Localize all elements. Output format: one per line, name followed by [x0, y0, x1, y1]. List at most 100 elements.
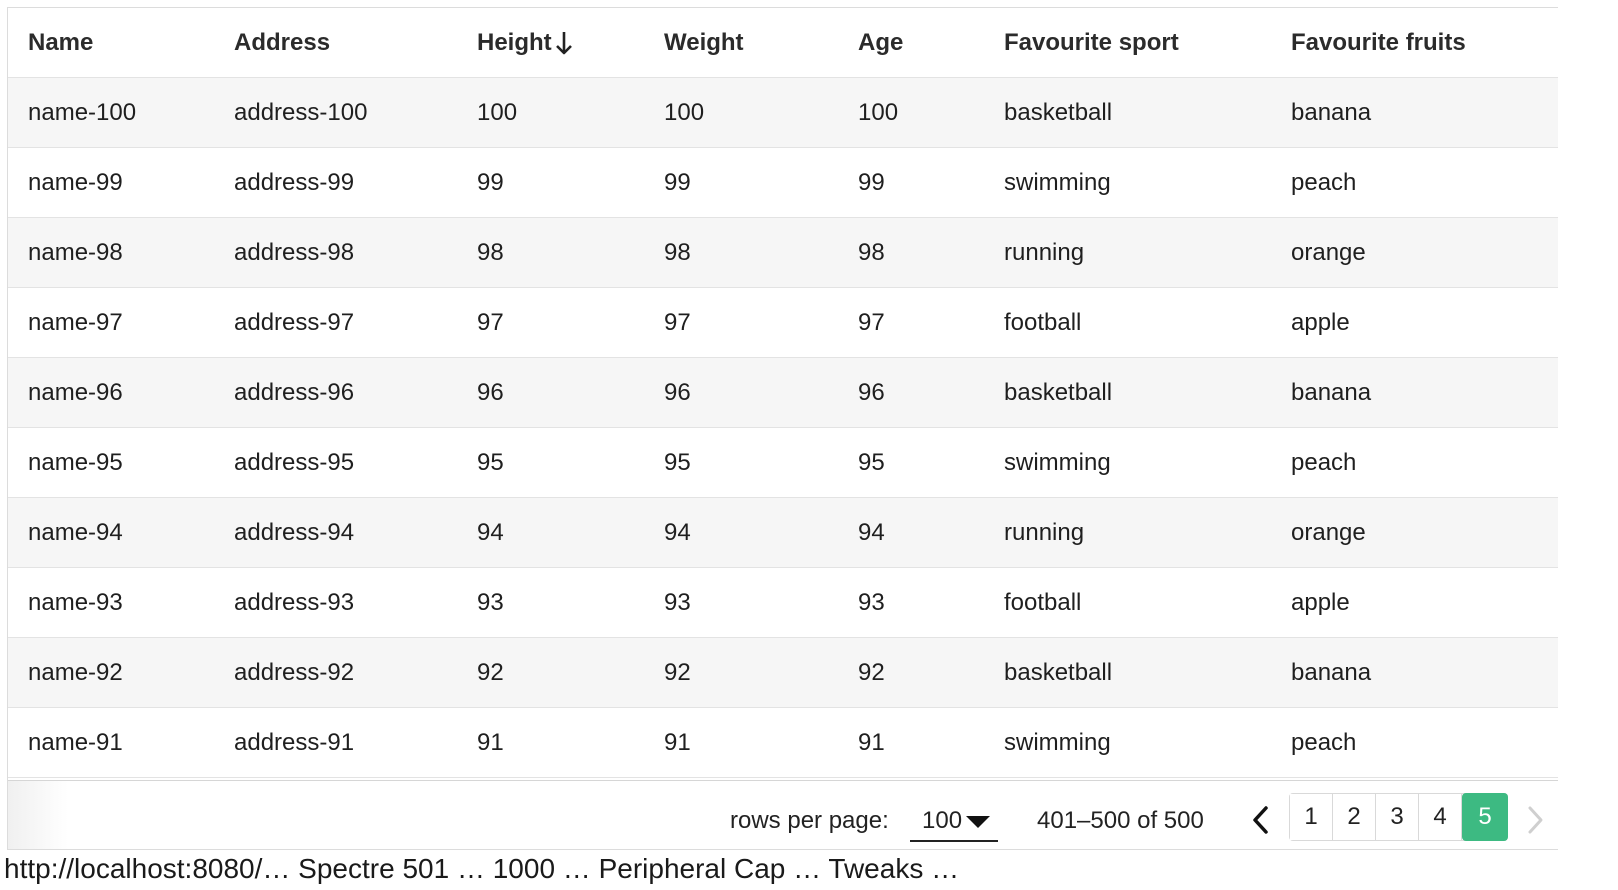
cell-name: name-92 [8, 637, 214, 708]
status-url-text: http://localhost:8080/… Spectre 501 … 10… [4, 853, 960, 884]
table-scroll-region[interactable]: Name Address Height Weight Age Favourite spor… [8, 8, 1558, 780]
table-row[interactable]: name-97 address-97 97 97 97 football apple [8, 287, 1558, 358]
cell-address: address-98 [214, 217, 457, 288]
cell-age: 96 [838, 357, 984, 428]
cell-height: 100 [457, 77, 644, 148]
cell-favourite-sport: swimming [984, 427, 1271, 498]
table-row[interactable]: name-100 address-100 100 100 100 basketball ba… [8, 77, 1558, 148]
cell-name: name-100 [8, 77, 214, 148]
cell-age: 92 [838, 637, 984, 708]
cell-favourite-sport: basketball [984, 357, 1271, 428]
cell-age: 100 [838, 77, 984, 148]
next-page-button[interactable] [1520, 798, 1550, 842]
cell-name: name-95 [8, 427, 214, 498]
sort-descending-icon [555, 32, 572, 55]
column-header-address[interactable]: Address [214, 8, 457, 78]
column-header-weight[interactable]: Weight [644, 8, 838, 78]
cell-favourite-fruits: banana [1271, 637, 1558, 708]
cell-name: name-94 [8, 497, 214, 568]
cell-address: address-100 [214, 77, 457, 148]
table-row[interactable]: name-91 address-91 91 91 91 swimming peach [8, 707, 1558, 778]
cell-height: 91 [457, 707, 644, 778]
cell-favourite-fruits: banana [1271, 77, 1558, 148]
cell-address: address-94 [214, 497, 457, 568]
cell-weight: 98 [644, 217, 838, 288]
cell-age: 95 [838, 427, 984, 498]
cell-name: name-93 [8, 567, 214, 638]
cell-address: address-95 [214, 427, 457, 498]
cell-address: address-96 [214, 357, 457, 428]
header-row: Name Address Height Weight Age Favourite spor… [8, 8, 1558, 78]
cell-weight: 96 [644, 357, 838, 428]
table-row[interactable]: name-95 address-95 95 95 95 swimming peach [8, 427, 1558, 498]
column-header-age[interactable]: Age [838, 8, 984, 78]
cell-favourite-fruits: peach [1271, 147, 1558, 218]
column-header-favourite-fruits[interactable]: Favourite fruits [1271, 8, 1558, 78]
cell-favourite-fruits: peach [1271, 427, 1558, 498]
table-row[interactable]: name-99 address-99 99 99 99 swimming peach [8, 147, 1558, 218]
cell-favourite-sport: football [984, 287, 1271, 358]
table-body: name-100 address-100 100 100 100 basketball ba… [8, 77, 1558, 778]
page-button-4[interactable]: 4 [1419, 794, 1462, 840]
column-header-height[interactable]: Height [457, 8, 644, 78]
cell-weight: 94 [644, 497, 838, 568]
page-button-1[interactable]: 1 [1290, 794, 1333, 840]
cell-favourite-fruits: orange [1271, 497, 1558, 568]
data-table: Name Address Height Weight Age Favourite spor… [8, 8, 1558, 778]
rows-per-page-select[interactable]: 100 [910, 798, 998, 842]
cell-height: 98 [457, 217, 644, 288]
cell-weight: 92 [644, 637, 838, 708]
cell-weight: 95 [644, 427, 838, 498]
cell-name: name-99 [8, 147, 214, 218]
cell-favourite-fruits: banana [1271, 357, 1558, 428]
rows-per-page-label: rows per page: [730, 807, 889, 834]
table-row[interactable]: name-93 address-93 93 93 93 football apple [8, 567, 1558, 638]
cell-favourite-sport: running [984, 217, 1271, 288]
cell-age: 91 [838, 707, 984, 778]
previous-page-button[interactable] [1246, 798, 1276, 842]
cell-age: 98 [838, 217, 984, 288]
cell-weight: 100 [644, 77, 838, 148]
cell-height: 92 [457, 637, 644, 708]
cell-height: 96 [457, 357, 644, 428]
table-row[interactable]: name-92 address-92 92 92 92 basketball banana [8, 637, 1558, 708]
cell-name: name-98 [8, 217, 214, 288]
range-text: 401–500 of 500 [1037, 807, 1204, 834]
column-header-label: Age [858, 28, 904, 56]
cell-name: name-96 [8, 357, 214, 428]
cell-favourite-sport: basketball [984, 637, 1271, 708]
chevron-left-icon [1253, 806, 1268, 834]
cell-height: 97 [457, 287, 644, 358]
cell-weight: 99 [644, 147, 838, 218]
cell-age: 99 [838, 147, 984, 218]
cell-favourite-sport: swimming [984, 707, 1271, 778]
cell-address: address-93 [214, 567, 457, 638]
table-row[interactable]: name-98 address-98 98 98 98 running orange [8, 217, 1558, 288]
column-header-label: Height [477, 28, 552, 56]
page-button-3[interactable]: 3 [1376, 794, 1419, 840]
cell-weight: 97 [644, 287, 838, 358]
column-header-label: Favourite sport [1004, 28, 1179, 56]
table-header: Name Address Height Weight Age Favourite spor… [8, 8, 1558, 78]
column-header-label: Name [28, 28, 94, 56]
cell-favourite-sport: swimming [984, 147, 1271, 218]
cell-favourite-fruits: orange [1271, 217, 1558, 288]
column-header-label: Favourite fruits [1291, 28, 1466, 56]
table-row[interactable]: name-96 address-96 96 96 96 basketball banana [8, 357, 1558, 428]
data-table-container: Name Address Height Weight Age Favourite spor… [7, 7, 1558, 850]
column-header-label: Address [234, 28, 331, 56]
cell-name: name-97 [8, 287, 214, 358]
page-button-2[interactable]: 2 [1333, 794, 1376, 840]
cell-height: 94 [457, 497, 644, 568]
column-header-name[interactable]: Name [8, 8, 214, 78]
page-button-5[interactable]: 5 [1462, 793, 1508, 841]
table-row[interactable]: name-94 address-94 94 94 94 running orange [8, 497, 1558, 568]
cell-age: 97 [838, 287, 984, 358]
caret-down-icon [966, 816, 990, 828]
cell-height: 99 [457, 147, 644, 218]
cell-favourite-fruits: peach [1271, 707, 1558, 778]
chevron-right-icon [1528, 806, 1543, 834]
column-header-favourite-sport[interactable]: Favourite sport [984, 8, 1271, 78]
